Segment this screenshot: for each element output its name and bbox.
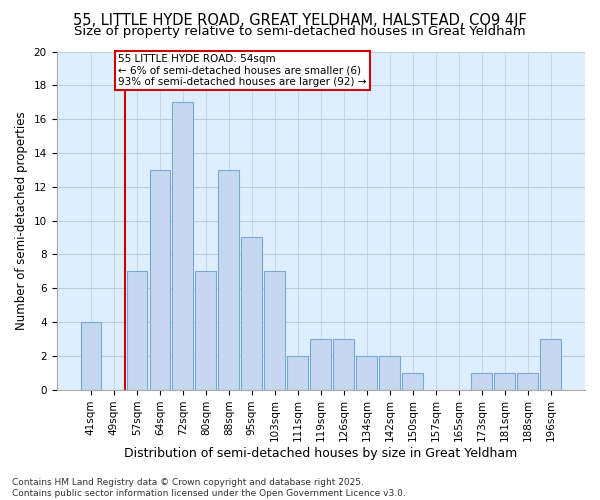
- Bar: [127, 272, 147, 390]
- Bar: [540, 339, 561, 390]
- Bar: [218, 170, 239, 390]
- X-axis label: Distribution of semi-detached houses by size in Great Yeldham: Distribution of semi-detached houses by …: [124, 447, 517, 460]
- Bar: [149, 170, 170, 390]
- Bar: [334, 339, 354, 390]
- Bar: [356, 356, 377, 390]
- Text: Size of property relative to semi-detached houses in Great Yeldham: Size of property relative to semi-detach…: [74, 25, 526, 38]
- Y-axis label: Number of semi-detached properties: Number of semi-detached properties: [15, 111, 28, 330]
- Bar: [80, 322, 101, 390]
- Bar: [310, 339, 331, 390]
- Bar: [494, 372, 515, 390]
- Bar: [265, 272, 285, 390]
- Bar: [517, 372, 538, 390]
- Bar: [196, 272, 216, 390]
- Text: Contains HM Land Registry data © Crown copyright and database right 2025.
Contai: Contains HM Land Registry data © Crown c…: [12, 478, 406, 498]
- Bar: [241, 238, 262, 390]
- Bar: [172, 102, 193, 390]
- Bar: [379, 356, 400, 390]
- Bar: [287, 356, 308, 390]
- Text: 55 LITTLE HYDE ROAD: 54sqm
← 6% of semi-detached houses are smaller (6)
93% of s: 55 LITTLE HYDE ROAD: 54sqm ← 6% of semi-…: [118, 54, 367, 87]
- Bar: [472, 372, 492, 390]
- Text: 55, LITTLE HYDE ROAD, GREAT YELDHAM, HALSTEAD, CO9 4JF: 55, LITTLE HYDE ROAD, GREAT YELDHAM, HAL…: [73, 12, 527, 28]
- Bar: [403, 372, 423, 390]
